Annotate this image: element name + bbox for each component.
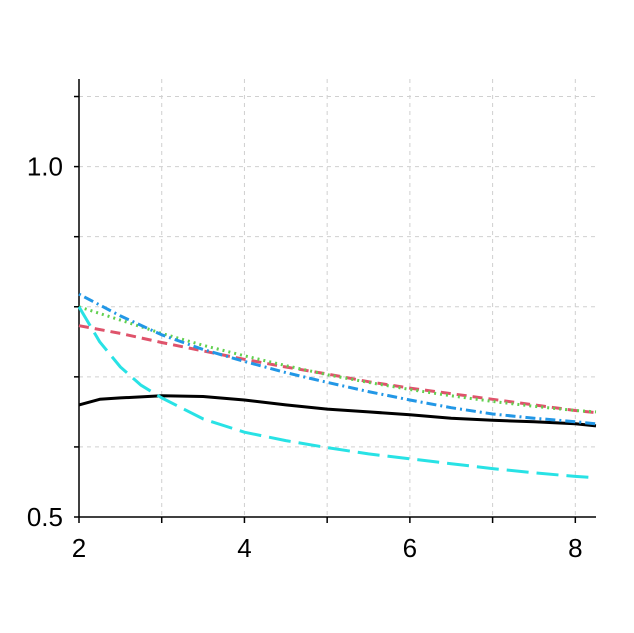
series-line-5 <box>77 306 597 480</box>
series-layer <box>77 292 597 480</box>
y-tick-label: 0.5 <box>27 502 63 532</box>
x-tick-label: 6 <box>403 533 417 563</box>
y-tick-label: 1.0 <box>27 152 63 182</box>
x-tick-label: 8 <box>568 533 582 563</box>
series-line-1 <box>78 394 597 428</box>
series-line-4 <box>78 292 597 426</box>
tick-label-layer: 2 4 6 8 0.5 1.0 <box>27 152 583 563</box>
axis-layer <box>74 79 596 523</box>
x-tick-label: 4 <box>237 533 251 563</box>
series-line-2 <box>78 324 597 415</box>
x-tick-label: 2 <box>72 533 86 563</box>
grid-layer <box>79 79 596 517</box>
